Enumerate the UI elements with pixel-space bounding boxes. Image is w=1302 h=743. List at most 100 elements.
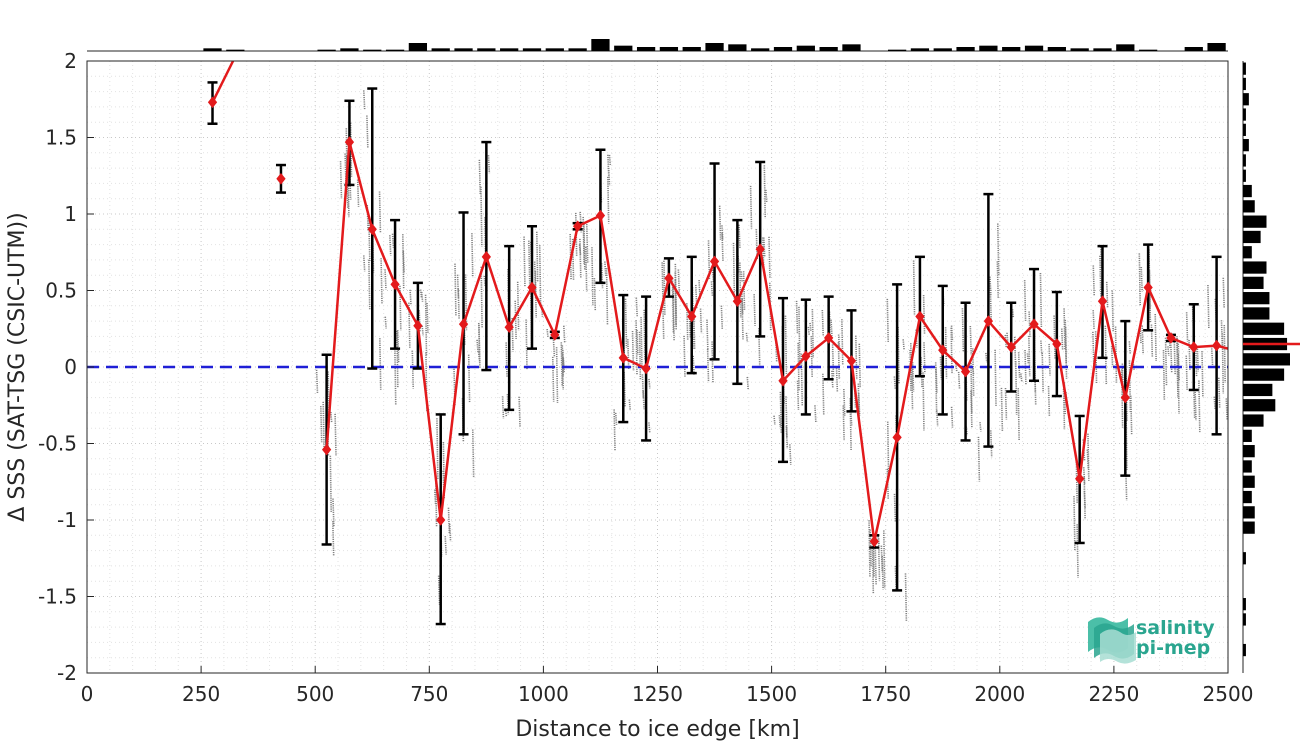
right-histogram-bar [1243, 613, 1246, 626]
scatter-point [456, 274, 460, 298]
scatter-point [797, 342, 800, 391]
scatter-point [614, 412, 618, 425]
scatter-point [977, 436, 981, 482]
scatter-point [957, 371, 961, 390]
scatter-point [1048, 343, 1051, 376]
scatter-point [604, 261, 607, 276]
top-histogram-bar [385, 49, 405, 51]
top-histogram-bar [591, 39, 610, 51]
scatter-point [591, 247, 594, 306]
scatter-point [362, 90, 366, 110]
top-histogram-bar [1116, 44, 1135, 51]
scatter-point [674, 299, 678, 320]
scatter-point [835, 366, 839, 393]
y-tick-label: 0.5 [45, 279, 77, 303]
right-histogram-bar [1243, 383, 1273, 397]
scatter-point [849, 411, 853, 426]
scatter-point [775, 338, 778, 363]
right-histogram-bar [1243, 292, 1270, 305]
data-point [276, 173, 286, 185]
scatter-point [877, 538, 881, 581]
data-point [1189, 341, 1199, 353]
scatter-point [638, 331, 642, 380]
top-histogram-bar [1139, 49, 1158, 51]
top-histogram-bar [979, 45, 998, 51]
top-histogram-bar [363, 49, 382, 51]
data-point [572, 220, 583, 233]
data-point [1029, 318, 1039, 330]
scatter-point [831, 370, 834, 388]
scatter-point [1128, 341, 1132, 355]
top-histogram-bar [477, 48, 496, 51]
scatter-point [1028, 335, 1031, 377]
scatter-point [585, 224, 589, 264]
series-line [211, 60, 1229, 542]
series-markers [207, 96, 1222, 548]
scatter-point [939, 357, 943, 380]
right-histogram-bar [1243, 490, 1252, 504]
scatter-point [810, 336, 813, 378]
scatter-point [798, 306, 801, 369]
data-point [390, 278, 400, 291]
top-histogram-bar [705, 43, 724, 51]
scatter-point [784, 315, 788, 374]
scatter-point [533, 261, 537, 298]
scatter-point [561, 352, 565, 377]
scatter-point [631, 330, 635, 371]
scatter-point [893, 493, 897, 523]
scatter-point [421, 325, 424, 336]
data-point [481, 251, 491, 263]
data-point [207, 96, 218, 109]
scatter-point [1092, 331, 1095, 365]
scatter-point [979, 422, 982, 432]
scatter-point [384, 269, 387, 290]
data-point [1052, 338, 1062, 350]
scatter-point [608, 154, 612, 166]
scatter-point [796, 380, 800, 411]
scatter-point [628, 399, 632, 411]
scatter-point [396, 330, 399, 388]
scatter-point [487, 155, 491, 174]
x-tick-label: 0 [81, 682, 94, 706]
data-point [983, 315, 994, 327]
scatter-point [996, 223, 1000, 276]
scatter-point [368, 259, 371, 310]
scatter-point [1014, 361, 1018, 415]
scatter-point [855, 335, 858, 380]
scatter-point [1222, 277, 1225, 308]
scatter-point [648, 378, 651, 389]
scatter-point [448, 523, 452, 542]
scatter-point [477, 322, 481, 363]
scatter-point [635, 297, 638, 317]
top-histogram-bar [431, 48, 450, 51]
scatter-point [950, 327, 953, 375]
scatter-point [1086, 449, 1090, 469]
y-tick-label: -1 [57, 508, 77, 532]
scatter-point [471, 429, 475, 478]
scatter-point [319, 406, 323, 443]
right-histogram-bar [1243, 276, 1264, 289]
scatter-point [830, 319, 833, 336]
scatter-point [424, 294, 428, 356]
right-histogram-bar [1243, 521, 1255, 534]
scatter-point [1213, 396, 1216, 410]
data-point [1211, 339, 1222, 352]
right-histogram-bar [1243, 169, 1246, 182]
scatter-point [886, 298, 890, 343]
scatter-point [762, 237, 765, 269]
top-histogram-bar [796, 45, 815, 51]
scatter-point [402, 250, 405, 274]
scatter-point [1129, 395, 1133, 435]
scatter-point [711, 341, 714, 384]
data-point [1075, 472, 1085, 485]
x-tick-label: 1000 [518, 682, 569, 706]
scatter-point [989, 430, 993, 458]
scatter-point [593, 278, 597, 311]
scatter-point [1185, 312, 1189, 342]
salinity-pi-mep-logo: salinity pi-mep [1088, 617, 1215, 664]
scatter-point [552, 339, 556, 358]
scatter-point [699, 308, 703, 334]
top-histogram-bar [1024, 45, 1044, 51]
scatter-point [356, 179, 360, 207]
